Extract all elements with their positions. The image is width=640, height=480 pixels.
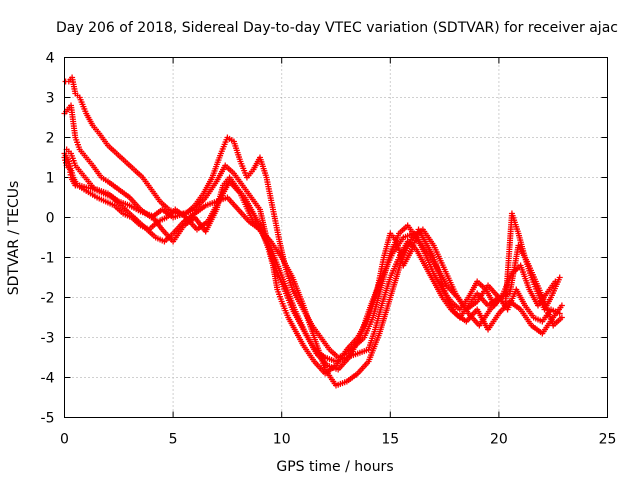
y-tick-label: -2 [41,291,55,307]
plot-frame [64,57,608,418]
axis-ticks: 0 5 10 15 20 25 -5 -4 -3 -2 -1 0 1 2 3 4 [41,51,617,448]
x-axis-label: GPS time / hours [276,459,393,475]
data-point [558,302,565,309]
y-tick-label: 0 [46,211,55,227]
y-axis-label: SDTVAR / TECUs [6,181,22,296]
y-tick-label: -1 [41,251,55,267]
data-point [558,314,565,321]
x-tick-label: 5 [169,432,178,448]
x-tick-label: 20 [490,432,508,448]
data-point [556,274,563,281]
y-tick-label: 4 [46,51,55,67]
data-points [61,74,565,389]
x-tick-label: 25 [599,432,617,448]
chart-title: Day 206 of 2018, Sidereal Day-to-day VTE… [56,20,618,36]
y-tick-label: 2 [46,131,55,147]
y-tick-label: -3 [41,331,55,347]
data-point [556,310,563,317]
y-tick-label: 1 [46,171,55,187]
series-track-4 [63,146,563,389]
series-track-5 [61,150,565,373]
x-tick-label: 15 [381,432,399,448]
x-tick-label: 10 [273,432,291,448]
data-point [62,159,69,166]
y-tick-label: -4 [41,371,55,387]
y-tick-label: 3 [46,91,55,107]
x-tick-label: 0 [60,432,69,448]
y-tick-label: -5 [41,411,55,427]
